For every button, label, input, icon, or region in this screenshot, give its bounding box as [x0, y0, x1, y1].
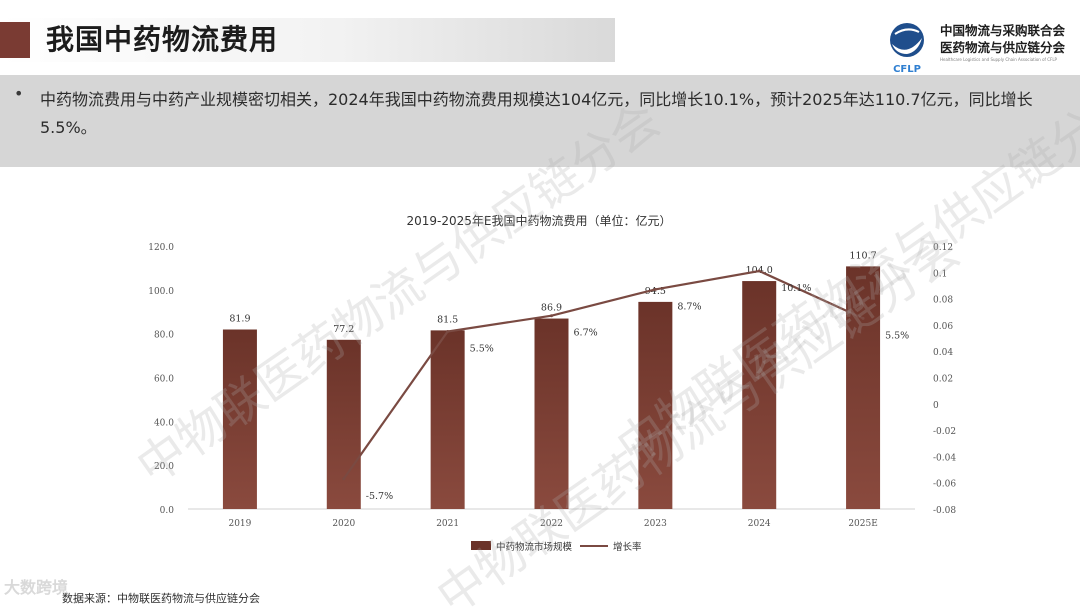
right-axis-tick-label: 0.04: [933, 348, 953, 358]
growth-rate-point: [342, 477, 346, 481]
x-axis-tick-label: 2020: [332, 519, 355, 529]
org-name-line1: 中国物流与采购联合会: [940, 23, 1066, 38]
org-name: 中国物流与采购联合会 医药物流与供应链分会: [940, 22, 1065, 56]
bullet-dot: •: [14, 84, 24, 103]
right-axis-tick-label: 0.08: [933, 296, 953, 306]
left-axis-tick-label: 100.0: [148, 287, 174, 297]
right-axis-tick-label: 0.12: [933, 243, 953, 253]
x-axis-tick-label: 2022: [540, 519, 563, 529]
growth-rate-label: -5.7%: [366, 491, 393, 502]
legend-bar-label: 中药物流市场规模: [496, 541, 573, 553]
right-axis-tick-label: -0.08: [933, 506, 956, 516]
growth-rate-label: 5.5%: [470, 343, 494, 354]
growth-rate-label: 5.5%: [885, 330, 909, 341]
growth-rate-point: [550, 314, 553, 318]
bar-value-label: 77.2: [333, 324, 354, 335]
right-axis-tick-label: 0: [933, 401, 939, 411]
bar: [846, 266, 881, 509]
left-axis-tick-label: 0.0: [160, 506, 175, 516]
legend-line-label: 增长率: [613, 541, 642, 553]
bar-value-label: 110.7: [849, 250, 876, 261]
bar-value-label: 81.5: [437, 314, 458, 325]
left-axis-tick-label: 80.0: [154, 331, 174, 341]
legend-bar-swatch: [471, 541, 491, 550]
right-axis-tick-label: 0.02: [933, 375, 953, 385]
bar: [326, 339, 361, 509]
bar: [638, 301, 673, 509]
growth-rate-point: [446, 329, 450, 333]
left-axis-tick-label: 60.0: [154, 375, 174, 385]
left-axis-tick-label: 40.0: [154, 418, 174, 428]
right-axis-tick-label: 0.1: [933, 269, 947, 279]
org-name-line2: 医药物流与供应链分会: [940, 40, 1066, 55]
left-axis-tick-label: 120.0: [148, 243, 174, 253]
bar: [534, 318, 569, 509]
right-axis-tick-label: 0.06: [933, 322, 953, 332]
chart-title: 2019-2025年E我国中药物流费用（单位：亿元）: [407, 213, 672, 228]
growth-rate-point: [653, 287, 657, 291]
bar: [430, 330, 465, 509]
right-axis-tick-label: -0.04: [933, 453, 956, 463]
bar-value-label: 86.9: [541, 303, 562, 314]
growth-rate-line: [342, 269, 864, 480]
growth-rate-label: 6.7%: [574, 328, 598, 339]
right-axis-tick-label: -0.06: [933, 480, 956, 490]
growth-rate-label: 8.7%: [677, 301, 701, 312]
growth-rate-point: [861, 316, 865, 320]
summary-box: [0, 75, 1080, 167]
x-axis-tick-label: 2021: [436, 519, 459, 529]
x-axis-tick-label: 2025E: [848, 519, 877, 529]
title-bar: [0, 18, 615, 62]
page-title: 我国中药物流费用: [46, 23, 279, 56]
org-subtitle: Healthcare Logistics and Supply Chain As…: [940, 57, 1057, 62]
left-axis-tick-label: 20.0: [154, 462, 174, 472]
summary-text: 中药物流费用与中药产业规模密切相关，2024年我国中药物流费用规模达104亿元，…: [40, 90, 1033, 137]
x-axis-tick-label: 2023: [644, 519, 667, 529]
cflp-logo-icon: CFLP: [890, 23, 924, 75]
title-accent-bar: [0, 22, 30, 58]
source-logo: 大数跨境: [4, 578, 69, 597]
bar-value-label: 94.5: [645, 286, 666, 297]
right-axis-tick-label: -0.02: [933, 427, 956, 437]
source-text: 数据来源：中物联医药物流与供应链分会: [62, 592, 260, 605]
bar-value-label: 81.9: [229, 314, 250, 325]
logo-text: CFLP: [893, 64, 921, 75]
growth-rate-label: 10.1%: [781, 283, 811, 294]
x-axis-tick-label: 2019: [228, 519, 251, 529]
x-axis-tick-label: 2024: [748, 519, 771, 529]
bar: [742, 281, 777, 509]
bar: [222, 329, 257, 509]
growth-rate-point: [757, 269, 761, 273]
